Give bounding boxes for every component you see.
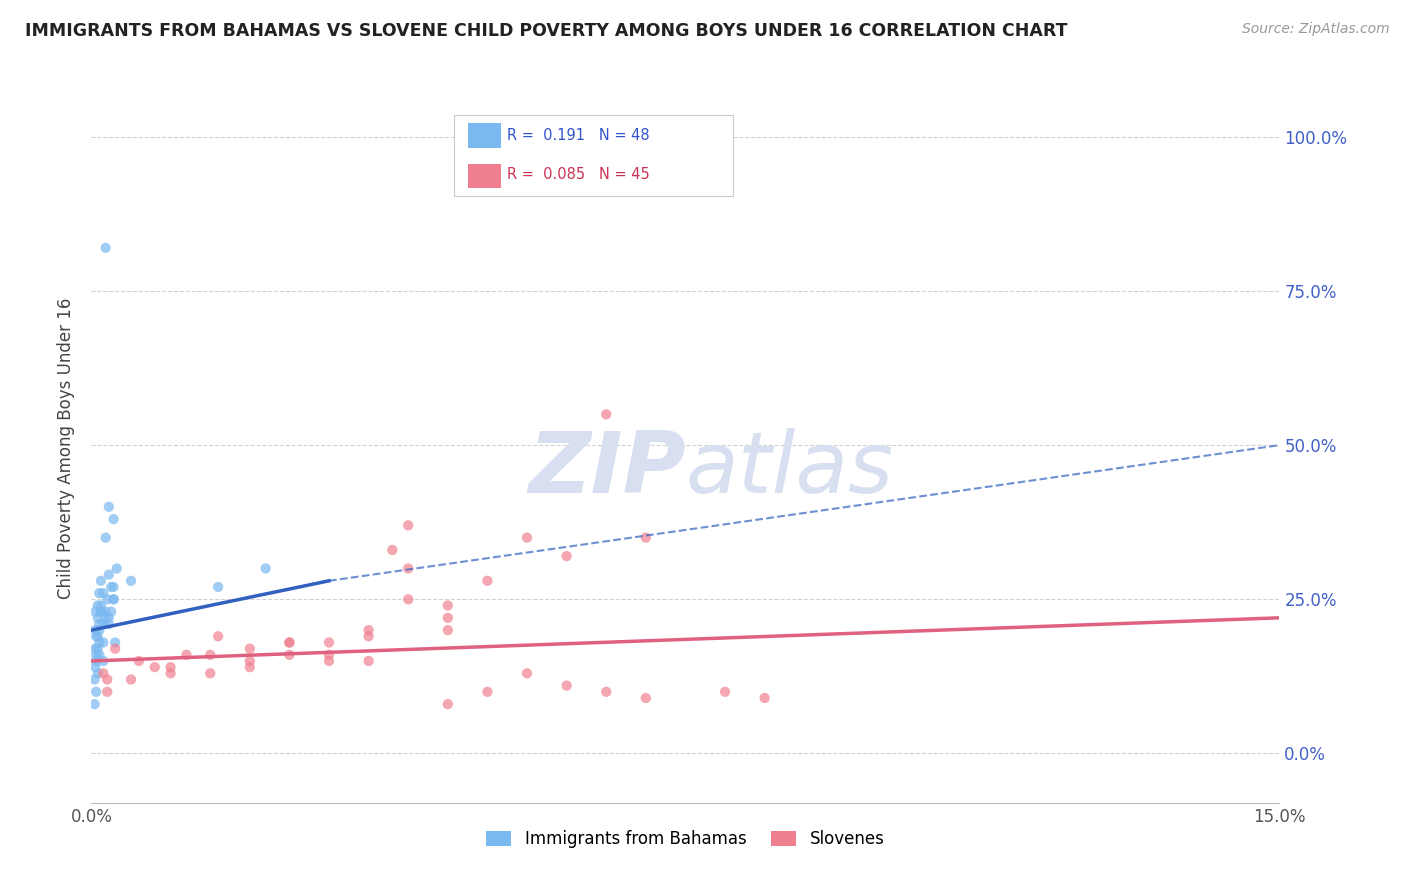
Point [318, 648, 340, 662]
Point [436, 599, 458, 613]
Point [105, 561, 128, 575]
Point [94, 611, 117, 625]
Point [595, 407, 617, 421]
Point [104, 641, 127, 656]
Point [436, 697, 458, 711]
Point [396, 592, 419, 607]
Point [97, 500, 120, 514]
Point [104, 635, 127, 649]
Point [90, 605, 112, 619]
Point [103, 512, 125, 526]
Point [84, 641, 107, 656]
Point [84, 648, 107, 662]
Point [84, 629, 107, 643]
Point [278, 635, 301, 649]
Point [89, 623, 111, 637]
Point [91, 654, 114, 668]
Point [555, 549, 578, 563]
Point [516, 666, 538, 681]
Point [87, 629, 110, 643]
Point [634, 531, 657, 545]
Point [634, 690, 657, 705]
Point [89, 635, 111, 649]
Point [198, 666, 221, 681]
Text: atlas: atlas [685, 428, 893, 511]
Point [103, 592, 125, 607]
Point [96, 592, 118, 607]
Point [89, 617, 111, 632]
Point [318, 635, 340, 649]
Point [91, 635, 114, 649]
Point [436, 623, 458, 637]
Point [100, 605, 122, 619]
Point [89, 648, 111, 662]
Point [84, 623, 107, 637]
Point [83, 697, 105, 711]
Point [89, 586, 111, 600]
Point [357, 629, 380, 643]
Point [381, 543, 404, 558]
Point [97, 617, 120, 632]
Point [176, 648, 198, 662]
Point [207, 580, 229, 594]
Point [714, 685, 737, 699]
Point [87, 641, 110, 656]
Point [84, 605, 107, 619]
Point [396, 518, 419, 533]
Text: ZIP: ZIP [527, 428, 685, 511]
Point [96, 685, 118, 699]
Point [84, 660, 107, 674]
Point [97, 567, 120, 582]
Point [239, 660, 262, 674]
Point [94, 531, 117, 545]
Point [477, 685, 499, 699]
Point [90, 574, 112, 588]
Point [239, 641, 262, 656]
Point [143, 660, 166, 674]
Point [103, 592, 125, 607]
Point [87, 666, 110, 681]
Point [100, 580, 122, 594]
Point [436, 611, 458, 625]
Point [83, 673, 105, 687]
Point [207, 629, 229, 643]
Point [120, 574, 142, 588]
Point [96, 673, 118, 687]
Point [318, 654, 340, 668]
Point [595, 685, 617, 699]
Point [254, 561, 277, 575]
Point [84, 685, 107, 699]
Point [91, 586, 114, 600]
Point [555, 679, 578, 693]
Point [198, 648, 221, 662]
Point [90, 605, 112, 619]
Point [159, 660, 181, 674]
Point [516, 531, 538, 545]
Y-axis label: Child Poverty Among Boys Under 16: Child Poverty Among Boys Under 16 [56, 298, 75, 599]
Point [396, 561, 419, 575]
Point [357, 654, 380, 668]
Point [477, 574, 499, 588]
Point [84, 654, 107, 668]
Point [239, 654, 262, 668]
Text: IMMIGRANTS FROM BAHAMAS VS SLOVENE CHILD POVERTY AMONG BOYS UNDER 16 CORRELATION: IMMIGRANTS FROM BAHAMAS VS SLOVENE CHILD… [25, 22, 1067, 40]
Point [159, 666, 181, 681]
Point [120, 673, 142, 687]
Point [94, 605, 117, 619]
Text: Source: ZipAtlas.com: Source: ZipAtlas.com [1241, 22, 1389, 37]
Point [754, 690, 776, 705]
Point [91, 666, 114, 681]
Point [97, 611, 120, 625]
Point [90, 599, 112, 613]
Legend: Immigrants from Bahamas, Slovenes: Immigrants from Bahamas, Slovenes [479, 823, 891, 855]
Point [87, 611, 110, 625]
Point [103, 580, 125, 594]
Point [87, 599, 110, 613]
Point [278, 635, 301, 649]
Point [91, 617, 114, 632]
Point [128, 654, 150, 668]
Point [94, 241, 117, 255]
Point [278, 648, 301, 662]
Point [357, 623, 380, 637]
